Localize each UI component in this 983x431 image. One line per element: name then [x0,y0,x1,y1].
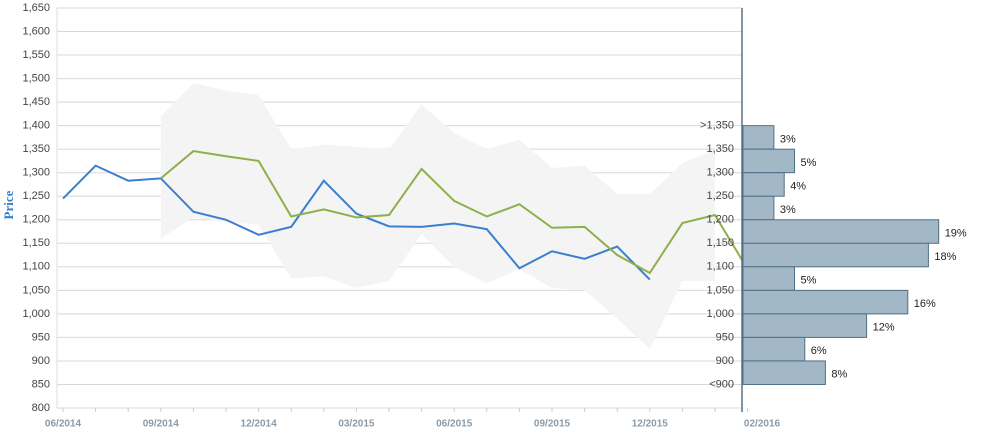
x-tick-label: 12/2015 [632,419,669,430]
x-tick-label: 06/2015 [436,419,473,430]
y-tick-label: 1,000 [22,308,50,320]
range-band [160,83,716,350]
bar-value-label: 4% [790,180,806,192]
bin-label: 1,300 [706,167,734,179]
bin-label: 1,000 [706,308,734,320]
histogram-bar [742,219,940,244]
bar-value-label: 5% [801,157,817,169]
bin-label: 1,100 [706,261,734,273]
bin-label: 950 [716,331,734,343]
y-tick-label: 1,050 [22,284,50,296]
y-tick-label: 900 [32,355,50,367]
y-axis-label: Price [1,190,16,219]
histogram-bar [742,148,795,174]
bin-label: >1,350 [700,120,734,132]
bar-value-label: 12% [873,322,895,334]
y-tick-label: 1,100 [22,261,50,273]
x-tick-label: 12/2014 [241,419,278,430]
y-tick-label: 1,650 [22,2,50,14]
bar-value-label: 5% [801,274,817,286]
y-tick-label: 1,500 [22,72,50,84]
bar-value-label: 3% [780,133,796,145]
y-tick-label: 1,200 [22,214,50,226]
bar-value-label: 18% [934,251,956,263]
y-tick-label: 1,250 [22,190,50,202]
bin-label: <900 [709,378,734,390]
bar-value-label: 19% [945,227,967,239]
y-tick-label: 800 [32,402,50,414]
y-tick-label: 1,450 [22,96,50,108]
bar-value-label: 3% [780,204,796,216]
histogram-bar [742,336,806,362]
bin-label: 900 [716,355,734,367]
histogram-bar [742,242,929,268]
y-tick-label: 1,350 [22,143,50,155]
histogram-bar [742,172,785,197]
histogram-bar [742,266,795,291]
x-tick-label: 03/2015 [338,419,375,430]
histogram-bar [742,360,826,385]
series-line [160,149,742,275]
y-tick-label: 1,300 [22,167,50,179]
histogram-bar [742,313,868,338]
bin-label: 1,050 [706,284,734,296]
bar-value-label: 6% [811,345,827,357]
x-tick-label: 09/2014 [143,419,180,430]
bar-value-label: 16% [914,298,936,310]
x-tick-label: 02/2016 [744,419,781,430]
y-tick-label: 850 [32,378,50,390]
histogram-bar [742,125,775,150]
y-tick-label: 1,150 [22,237,50,249]
bin-label: 1,200 [706,214,734,226]
bar-value-label: 8% [831,369,847,381]
x-tick-label: 09/2015 [534,419,571,430]
x-tick-label: 06/2014 [45,419,82,430]
histogram-bar [742,289,909,315]
y-tick-label: 1,600 [22,25,50,37]
bin-label: 1,350 [706,143,734,155]
bin-label: 1,250 [706,190,734,202]
y-tick-label: 950 [32,331,50,343]
bin-label: 1,150 [706,237,734,249]
histogram-bar [742,195,775,221]
y-tick-label: 1,400 [22,120,50,132]
y-tick-label: 1,550 [22,49,50,61]
